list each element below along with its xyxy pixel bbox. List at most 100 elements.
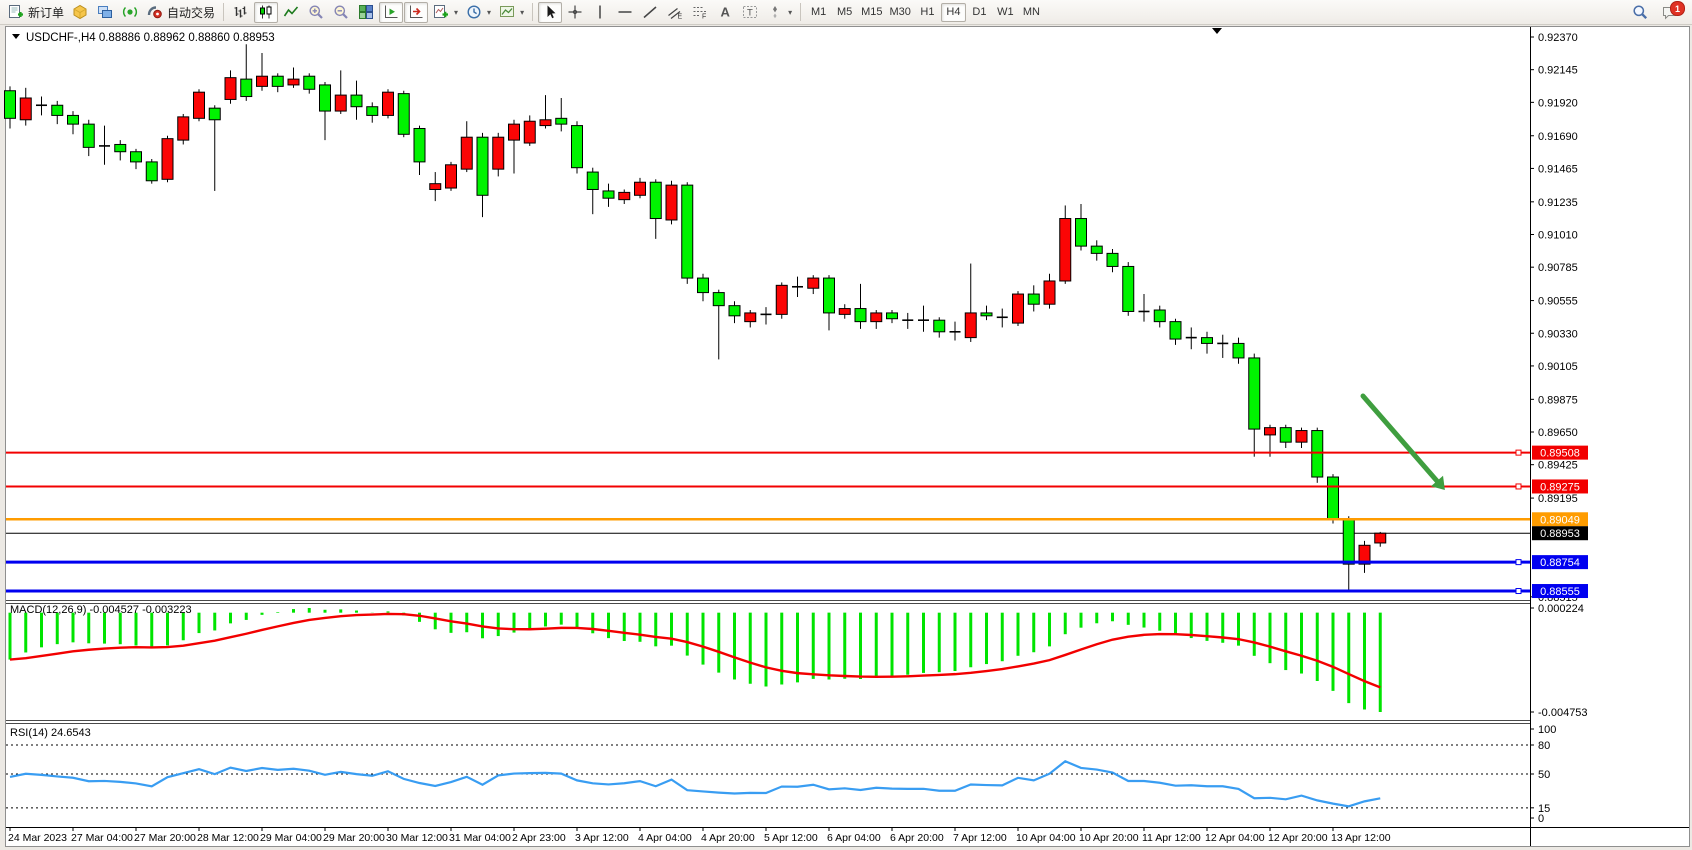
cursor-button[interactable] [538, 1, 563, 23]
rsi-level-label: 15 [1538, 803, 1550, 815]
time-axis[interactable]: 24 Mar 2023 27 Mar 04:00 27 Mar 20:00 28 Ma… [8, 828, 1391, 844]
time-tick-label: 7 Apr 12:00 [953, 832, 1007, 844]
timeframe-M1[interactable]: M1 [810, 6, 827, 18]
price-tick-label: 0.91690 [1538, 131, 1578, 143]
chevron-down-icon: ▾ [788, 7, 793, 17]
horizontal-level-line[interactable]: 0.89049 [6, 512, 1588, 527]
time-tick-label: 12 Apr 20:00 [1268, 832, 1328, 844]
symbol-dropdown-icon[interactable] [12, 34, 20, 39]
auto-scroll-button[interactable] [379, 1, 404, 23]
horizontal-line-button[interactable] [613, 2, 637, 23]
candle-body [1374, 532, 1387, 544]
svg-text:0.88953: 0.88953 [1540, 528, 1580, 540]
time-tick-label: 13 Apr 12:00 [1331, 832, 1391, 844]
zoom-out-button[interactable] [329, 2, 353, 23]
signals-button[interactable] [118, 2, 142, 23]
candle-body [838, 308, 851, 315]
zoom-in-icon [309, 5, 323, 19]
indicators-button[interactable]: ▾ [429, 2, 461, 23]
tile-windows-button[interactable] [354, 2, 378, 23]
candle-body [256, 75, 268, 87]
candle-body [193, 91, 205, 119]
trendline-button[interactable] [638, 2, 662, 23]
line-chart-button[interactable] [279, 2, 303, 23]
rsi-level-label: 100 [1538, 724, 1556, 736]
candlesticks [4, 44, 1387, 591]
timeframe-M5[interactable]: M5 [836, 6, 853, 18]
price-chart[interactable]: 0.92370 0.92145 0.91920 0.91690 0.91465 0.912… [0, 25, 1692, 850]
time-tick-label: 27 Mar 04:00 [71, 832, 133, 844]
notifications-button[interactable]: 1 [1658, 1, 1685, 22]
timeframe-H1[interactable]: H1 [920, 6, 935, 18]
text-button[interactable]: A [713, 2, 737, 23]
candle-body [1075, 218, 1087, 247]
timeframe-W1[interactable]: W1 [997, 6, 1014, 18]
candle-body [744, 312, 757, 323]
chart-top-marker [1212, 28, 1222, 34]
fibonacci-button[interactable]: F [688, 2, 712, 23]
horizontal-level-line[interactable]: 0.89275 [6, 479, 1588, 494]
candle-body [586, 171, 599, 190]
auto-trading-button[interactable]: 自动交易 [143, 2, 218, 23]
toolbar-separator [223, 3, 225, 21]
candle-body [539, 119, 552, 127]
candle-body [51, 104, 64, 116]
horizontal-level-line[interactable]: 0.89508 [6, 445, 1588, 460]
candle-body [460, 136, 473, 170]
time-tick-label: 29 Mar 20:00 [323, 832, 385, 844]
search-button[interactable] [1628, 2, 1652, 23]
annotation-arrow[interactable] [1360, 393, 1445, 491]
candle-body [523, 120, 536, 144]
timeframe-MN[interactable]: MN [1022, 6, 1040, 18]
periods-button[interactable]: ▾ [462, 2, 494, 23]
profiles-button[interactable] [93, 2, 117, 23]
crosshair-button[interactable] [563, 2, 587, 23]
new-order-button[interactable]: 新订单 [4, 2, 67, 23]
candle-body [964, 312, 977, 339]
macd-max-label: 0.000224 [1538, 603, 1584, 615]
chart-shift-icon [410, 5, 423, 18]
linechart-icon [283, 6, 299, 17]
candle-body [382, 91, 394, 116]
timeframe-M15[interactable]: M15 [861, 6, 883, 18]
auto-trading-button-label: 自动交易 [167, 5, 216, 20]
rsi-level-label: 0 [1538, 813, 1544, 825]
equidistant-channel-button[interactable]: E [663, 2, 687, 23]
timeframe-D1[interactable]: D1 [972, 6, 987, 18]
time-tick-label: 6 Apr 20:00 [890, 832, 944, 844]
charts-window-button[interactable] [68, 2, 92, 23]
candle-body [1012, 293, 1024, 324]
fibo-icon: F [693, 7, 707, 21]
chart-shift-button[interactable] [404, 1, 429, 23]
templates-button[interactable]: ▾ [495, 2, 527, 23]
arrows-button[interactable]: ▾ [763, 2, 795, 23]
time-tick-label: 11 Apr 12:00 [1142, 832, 1201, 844]
timeframe-H4[interactable]: H4 [940, 2, 966, 22]
bar-chart-button[interactable] [229, 2, 253, 23]
chart-title: USDCHF-,H4 0.88886 0.88962 0.88860 0.889… [12, 32, 275, 44]
vertical-line-button[interactable] [588, 2, 612, 23]
zoom-in-button[interactable] [304, 2, 328, 23]
text-label-button[interactable]: T [738, 2, 762, 23]
macd-label: MACD(12,26,9) -0.004527 -0.003223 [10, 604, 192, 616]
candle-body [1232, 342, 1245, 359]
candle-body [1059, 218, 1072, 282]
timeframe-M30[interactable]: M30 [889, 6, 911, 18]
horizontal-level-line[interactable]: 0.88754 [6, 555, 1588, 570]
time-tick-label: 10 Apr 20:00 [1079, 832, 1139, 844]
candle-body [681, 184, 694, 279]
candlestick-chart-button[interactable] [254, 1, 279, 23]
tile-icon [359, 5, 374, 19]
candle-body [334, 94, 347, 112]
rsi-line [9, 759, 1381, 808]
candle-body [1106, 252, 1119, 267]
auto-trading-icon [147, 6, 162, 19]
template-icon [500, 6, 515, 17]
macd-panel: MACD(12,26,9) -0.004527 -0.003223 0.00022… [8, 603, 1588, 719]
price-tick-label: 0.92145 [1538, 65, 1578, 77]
time-tick-label: 28 Mar 12:00 [197, 832, 259, 844]
price-axis[interactable]: 0.92370 0.92145 0.91920 0.91690 0.91465 0.912… [1530, 32, 1578, 604]
time-tick-label: 5 Apr 12:00 [764, 832, 818, 844]
candle-body [602, 190, 615, 199]
horizontal-level-line[interactable]: 0.88555 [6, 584, 1588, 599]
